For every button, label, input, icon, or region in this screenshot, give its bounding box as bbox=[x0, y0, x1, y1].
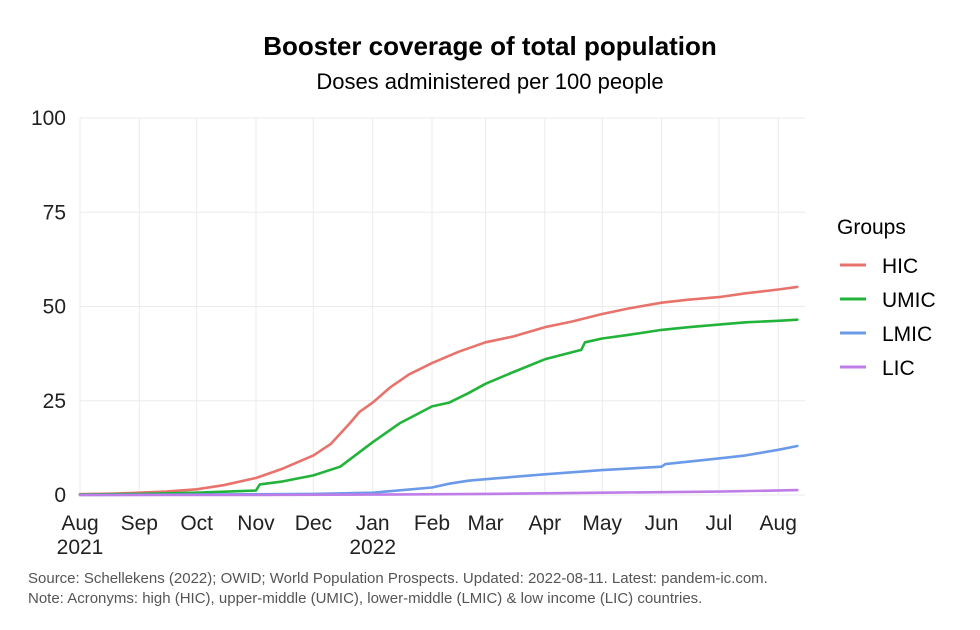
acronym-note: Note: Acronyms: high (HIC), upper-middle… bbox=[28, 590, 702, 607]
x-tick-label: Aug bbox=[760, 512, 797, 535]
x-tick-label: May bbox=[582, 512, 622, 535]
series-lines bbox=[78, 285, 799, 497]
x-tick-label: Nov bbox=[237, 512, 275, 535]
x-tick-label: Aug bbox=[61, 512, 98, 535]
x-tick-label: Jun bbox=[645, 512, 679, 535]
x-tick-label: Feb bbox=[414, 512, 450, 535]
x-tick-label: Jan bbox=[356, 512, 390, 535]
y-tick-label: 50 bbox=[43, 296, 66, 319]
legend: Groups HIC UMIC LMIC LIC bbox=[837, 216, 936, 380]
series-line-lic bbox=[78, 488, 799, 497]
y-axis-ticks: 0 25 50 75 100 bbox=[31, 107, 66, 507]
chart-subtitle: Doses administered per 100 people bbox=[316, 69, 663, 94]
chart-title: Booster coverage of total population bbox=[263, 31, 717, 61]
legend-label-lic: LIC bbox=[882, 357, 915, 380]
y-tick-label: 25 bbox=[43, 390, 66, 413]
x-tick-label: Mar bbox=[467, 512, 503, 535]
legend-label-umic: UMIC bbox=[882, 289, 936, 312]
x-tick-year-label: 2022 bbox=[349, 536, 396, 559]
legend-items: HIC UMIC LMIC LIC bbox=[840, 255, 936, 380]
legend-label-lmic: LMIC bbox=[882, 323, 932, 346]
y-tick-label: 75 bbox=[43, 201, 66, 224]
series-line-umic bbox=[78, 318, 799, 496]
series-line-hic bbox=[78, 285, 799, 496]
x-tick-year-label: 2021 bbox=[57, 536, 104, 559]
source-note: Source: Schellekens (2022); OWID; World … bbox=[28, 570, 768, 587]
legend-title: Groups bbox=[837, 216, 906, 239]
legend-label-hic: HIC bbox=[882, 255, 918, 278]
x-tick-label: Apr bbox=[528, 512, 561, 535]
x-tick-label: Oct bbox=[180, 512, 213, 535]
gridlines bbox=[79, 117, 805, 496]
y-tick-label: 100 bbox=[31, 107, 66, 130]
x-tick-label: Dec bbox=[295, 512, 332, 535]
series-line-lmic bbox=[78, 444, 799, 497]
x-tick-label: Jul bbox=[705, 512, 732, 535]
y-tick-label: 0 bbox=[54, 484, 66, 507]
x-tick-label: Sep bbox=[121, 512, 158, 535]
